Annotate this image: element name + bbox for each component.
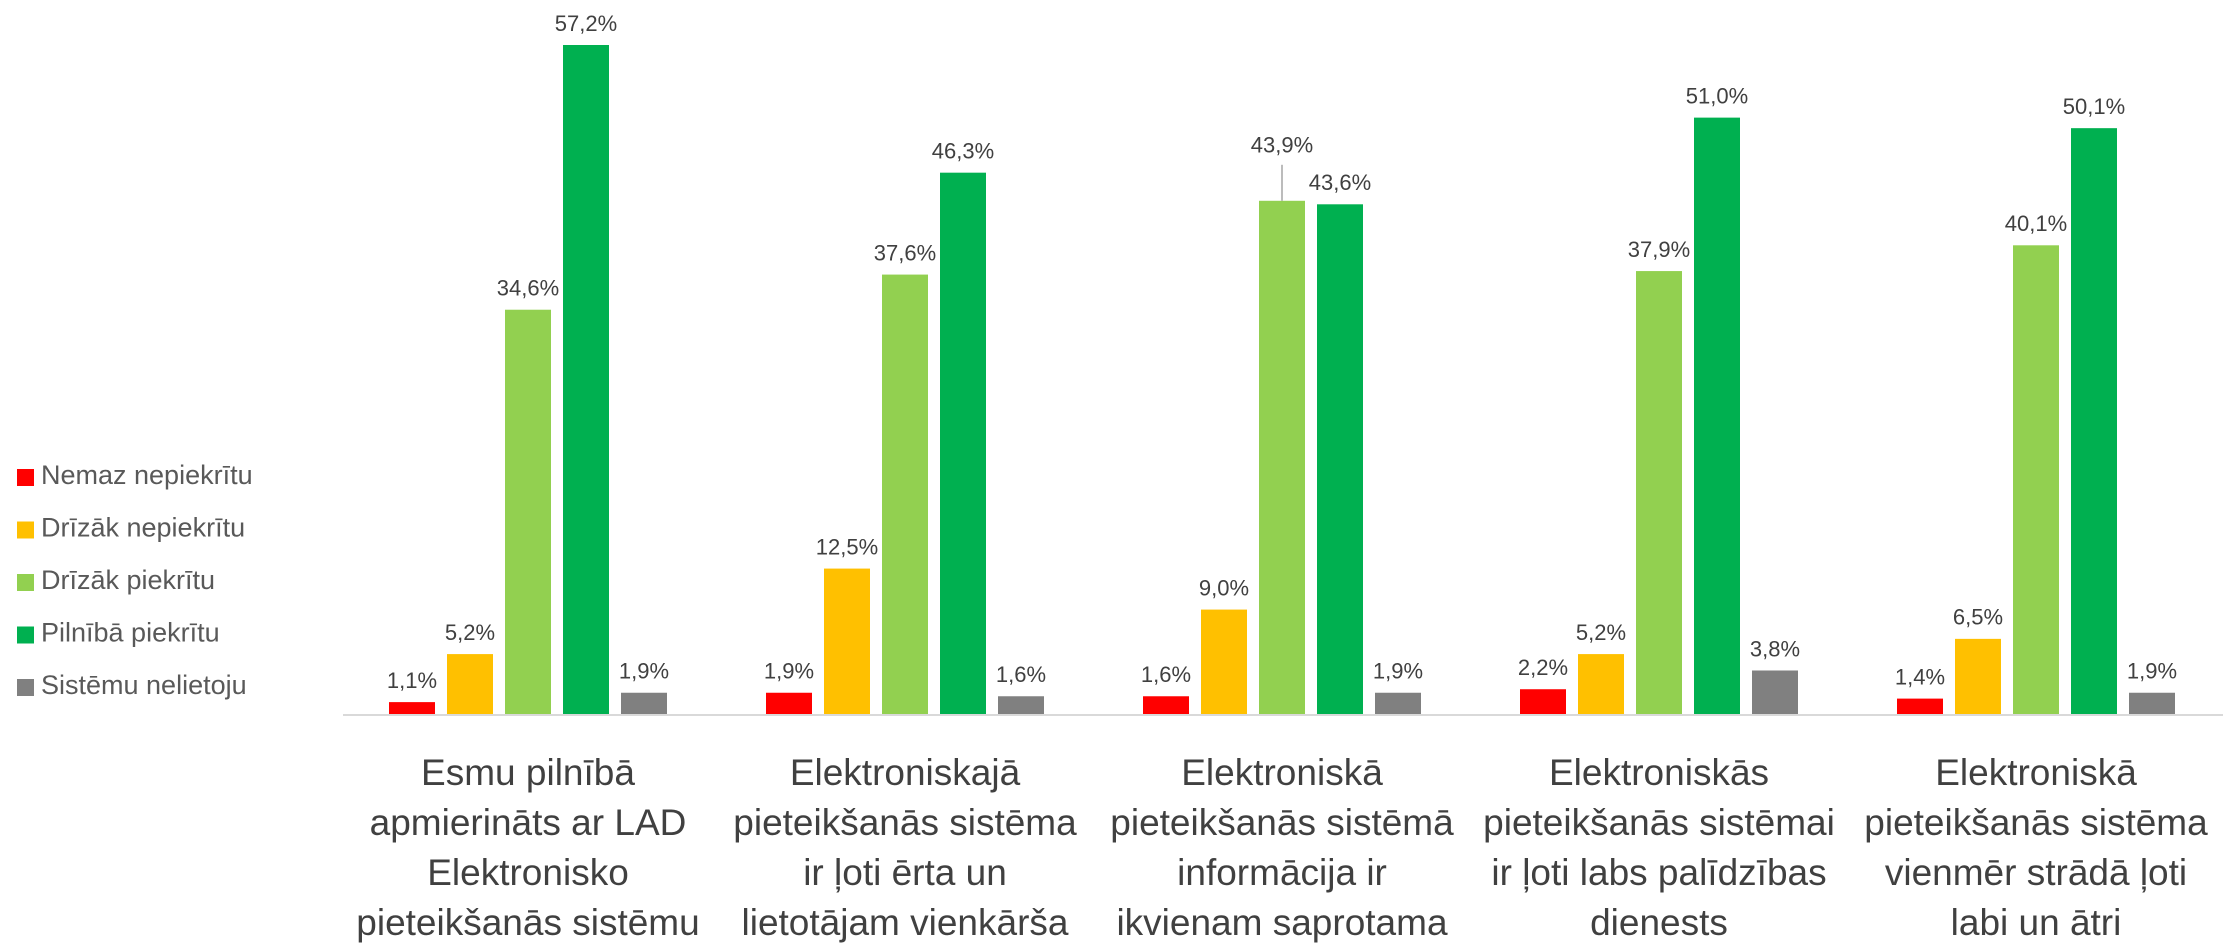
legend-label: Drīzāk piekrītu [41, 565, 215, 595]
legend-swatch [17, 626, 34, 644]
bar [1317, 204, 1363, 715]
bar [1897, 698, 1943, 715]
bar [1259, 200, 1305, 715]
bar [563, 45, 609, 715]
bar [505, 309, 551, 715]
bar [2129, 692, 2175, 715]
bar [447, 654, 493, 715]
legend-swatch [17, 521, 34, 539]
bar [389, 702, 435, 715]
value-label: 34,6% [497, 276, 559, 301]
legend-label: Drīzāk nepiekrītu [41, 513, 245, 543]
legend-swatch [17, 679, 34, 696]
value-label: 6,5% [1953, 605, 2003, 630]
x-tick-label: Elektroniskā pieteikšanās sistēma vienmē… [1864, 752, 2208, 943]
value-label: 37,9% [1628, 237, 1690, 262]
bar [998, 696, 1044, 715]
bar [1143, 696, 1189, 715]
x-tick-label: Elektroniskajā pieteikšanās sistēma ir ļ… [733, 752, 1077, 943]
bar [621, 692, 667, 715]
legend-swatch [17, 574, 34, 591]
value-label: 57,2% [555, 11, 617, 36]
x-tick-label: Esmu pilnībā apmierināts ar LAD Elektron… [356, 752, 700, 943]
value-label: 51,0% [1686, 83, 1748, 108]
value-label: 1,9% [619, 659, 669, 684]
bar [1375, 692, 1421, 715]
legend-label: Pilnībā piekrītu [41, 618, 220, 648]
bar [882, 274, 928, 715]
value-label: 2,2% [1518, 655, 1568, 680]
value-label: 43,6% [1309, 170, 1371, 195]
value-label: 1,4% [1895, 664, 1945, 689]
legend-label: Nemaz nepiekrītu [41, 460, 253, 490]
legend-label: Sistēmu nelietoju [41, 670, 247, 700]
x-tick-label: Elektroniskā pieteikšanās sistēmā inform… [1110, 752, 1454, 943]
value-label: 43,9% [1251, 133, 1313, 158]
bar [1752, 670, 1798, 715]
value-label: 5,2% [1576, 620, 1626, 645]
x-tick-label: Elektroniskās pieteikšanās sistēmai ir ļ… [1483, 752, 1835, 943]
bar [1578, 654, 1624, 715]
bar [766, 692, 812, 715]
bar [2013, 245, 2059, 716]
value-label: 1,6% [1141, 662, 1191, 687]
legend-swatch [17, 469, 34, 486]
value-label: 9,0% [1199, 575, 1249, 600]
bar [824, 568, 870, 715]
bar [1201, 609, 1247, 715]
bar [1636, 271, 1682, 715]
bar [940, 172, 986, 716]
value-label: 1,6% [996, 662, 1046, 687]
value-label: 1,9% [764, 659, 814, 684]
value-label: 46,3% [932, 138, 994, 163]
value-label: 5,2% [445, 620, 495, 645]
value-label: 1,1% [387, 668, 437, 693]
bar [1694, 117, 1740, 715]
value-label: 50,1% [2063, 94, 2125, 119]
value-label: 40,1% [2005, 211, 2067, 236]
bar [2071, 128, 2117, 716]
value-label: 12,5% [816, 534, 878, 559]
bar [1955, 638, 2001, 715]
value-label: 1,9% [2127, 659, 2177, 684]
value-label: 37,6% [874, 240, 936, 265]
value-label: 3,8% [1750, 636, 1800, 661]
bar [1520, 689, 1566, 715]
value-label: 1,9% [1373, 659, 1423, 684]
